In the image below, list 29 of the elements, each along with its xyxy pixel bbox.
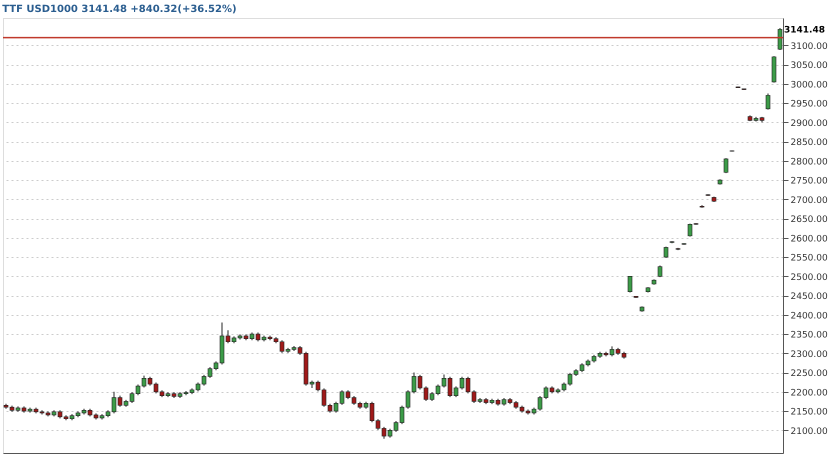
- y-tick-label: 2850.00: [790, 138, 828, 148]
- y-tick-label: 2600.00: [790, 234, 828, 244]
- text: 3141.48: [784, 25, 825, 36]
- y-tick-label: 2400.00: [790, 311, 828, 322]
- candlestick: [766, 92, 770, 110]
- y-tick-label: 3000.00: [790, 80, 828, 90]
- y-tick-label: 3050.00: [790, 61, 828, 72]
- y-tick-label: 3100.00: [790, 42, 828, 52]
- y-tick-label: 2300.00: [790, 350, 828, 360]
- candlestick: [658, 265, 662, 278]
- y-tick-label: 2950.00: [790, 100, 828, 110]
- y-tick-label: 2500.00: [790, 272, 828, 283]
- y-tick-label: 2150.00: [790, 408, 828, 418]
- y-tick-label: 2350.00: [790, 330, 828, 341]
- y-tick-label: 2100.00: [790, 426, 828, 437]
- y-tick-label: 2750.00: [790, 176, 828, 187]
- candlestick: [664, 246, 668, 258]
- y-tick-label: 2700.00: [790, 196, 828, 206]
- y-tick-label: 2800.00: [790, 157, 828, 168]
- y-tick-label: 2200.00: [790, 388, 828, 398]
- candlestick: [628, 276, 632, 293]
- candlestick: [778, 28, 782, 50]
- y-tick-label: 2900.00: [790, 118, 828, 129]
- y-tick-label: 2650.00: [790, 215, 828, 226]
- chart-title: TTF USD1000 3141.48 +840.32(+36.52%): [2, 4, 237, 15]
- y-tick-label: 2550.00: [790, 254, 828, 264]
- y-tick-label: 2450.00: [790, 292, 828, 302]
- y-tick-label: 2250.00: [790, 369, 828, 380]
- candlestick: [724, 158, 728, 174]
